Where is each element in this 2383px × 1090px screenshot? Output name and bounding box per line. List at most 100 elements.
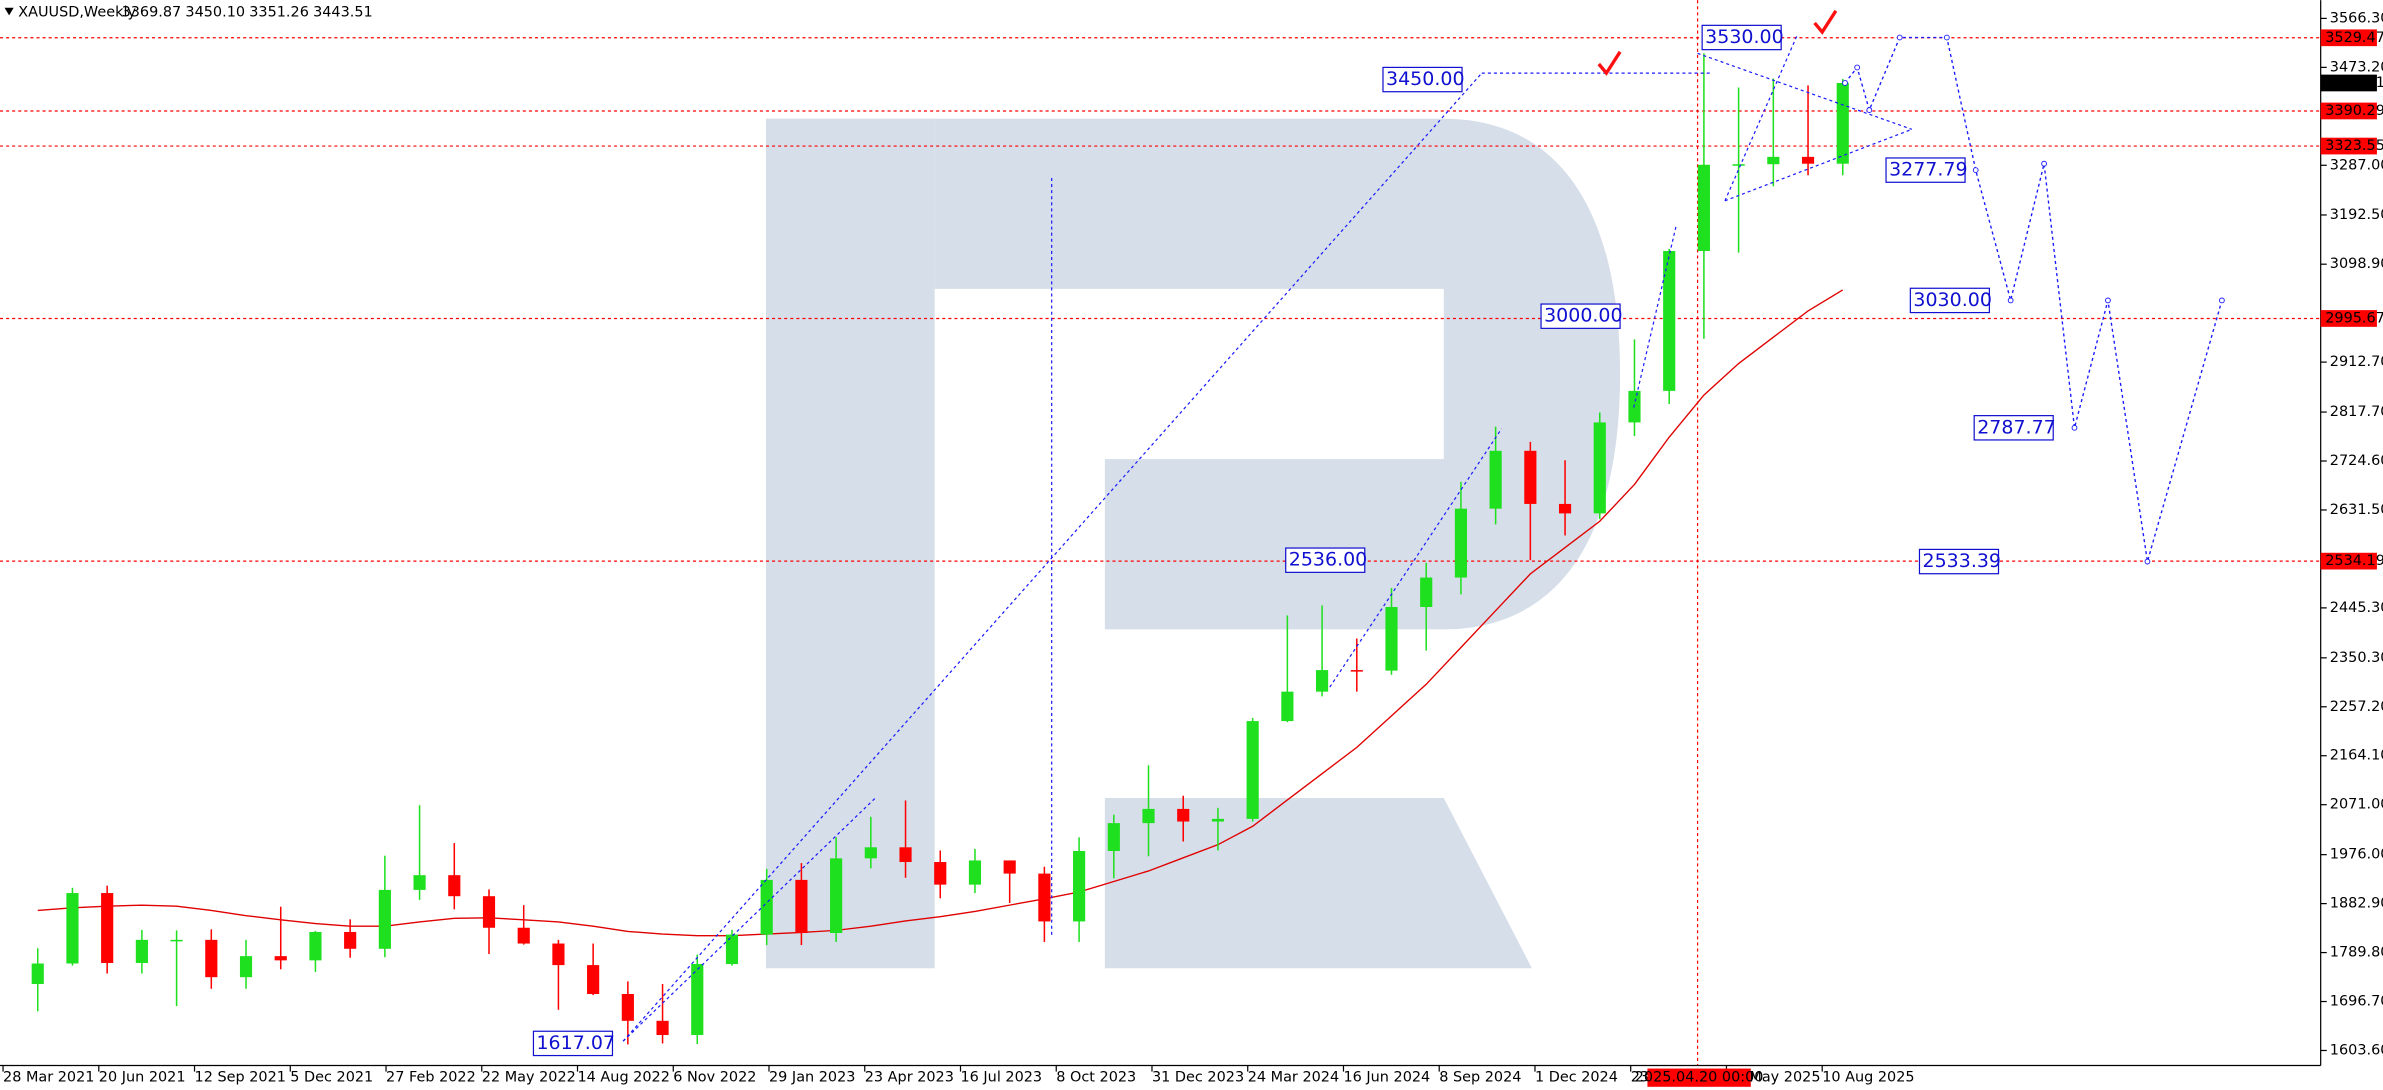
x-tick-label: 16 Jun 2024: [1343, 1070, 1430, 1086]
candle-body: [691, 964, 704, 1036]
header: XAUUSD,Weekly: [4, 4, 136, 20]
forecast-node: [1896, 34, 1903, 41]
triangle-top: [1697, 52, 1913, 130]
x-tick-label: 16 Jul 2023: [960, 1070, 1042, 1086]
moving-average: [37, 289, 1844, 937]
candle-body: [621, 994, 634, 1021]
checkmarks: [1597, 9, 1838, 76]
x-tick-label: 8 Oct 2023: [1056, 1070, 1136, 1086]
candle-body: [1038, 873, 1051, 922]
x-tick-label: 8 Sep 2024: [1439, 1070, 1521, 1086]
candle-body: [1489, 450, 1502, 509]
annotation-box: [1701, 24, 1782, 51]
guide-channel: [622, 796, 878, 1042]
level-tag: [2320, 29, 2377, 47]
annotation-label: 3000.00: [1544, 305, 1623, 327]
candle-body: [205, 939, 218, 978]
price-label: 3443.51: [2325, 75, 2383, 91]
y-tick-label: 2631.50: [2330, 502, 2383, 518]
symbol: XAUUSD,Weekly: [18, 4, 136, 20]
x-tick-label: 28 Mar 2021: [3, 1070, 94, 1086]
candle-body: [760, 879, 773, 935]
x-tick-label: 31 Dec 2023: [1152, 1070, 1244, 1086]
candle-body: [1003, 860, 1016, 874]
forecast-node: [1943, 34, 1950, 41]
candle-body: [587, 965, 600, 995]
annotation-label: 2536.00: [1289, 549, 1368, 571]
header-value: 3369.87: [122, 4, 182, 20]
triangle-leg: [1724, 33, 1799, 202]
y-tick-label: 3287.00: [2330, 157, 2383, 173]
checkmark: [1813, 9, 1838, 35]
y-tick-label: 1603.60: [2330, 1042, 2383, 1058]
annotation-label: 3277.79: [1889, 159, 1968, 181]
y-tick-label: 2445.30: [2330, 600, 2383, 616]
candle-body: [1211, 818, 1225, 822]
x-tick-label: 24 Mar 2024: [1248, 1070, 1339, 1086]
candle-body: [1177, 808, 1190, 822]
candle-body: [795, 879, 808, 934]
candle-body: [1697, 164, 1710, 251]
candle-body: [309, 931, 322, 961]
candle-body: [1385, 606, 1398, 671]
forecast-node: [1842, 80, 1848, 86]
forecast-node: [1866, 107, 1873, 113]
candle-body: [725, 934, 739, 965]
y-tick-label: 2350.30: [2330, 650, 2383, 666]
candle-body: [1801, 156, 1815, 164]
candle-body: [1142, 808, 1155, 824]
candle-body: [1593, 422, 1606, 514]
candle-body: [170, 939, 183, 942]
candle-body: [448, 875, 461, 897]
header-arrow: [4, 7, 14, 16]
price-tag: [2320, 74, 2377, 92]
y-tick-label: 3473.20: [2330, 59, 2383, 75]
checkmark: [1597, 50, 1622, 76]
y-tick-label: 3192.50: [2330, 207, 2383, 223]
candle-body: [1350, 670, 1363, 672]
header-value: 3450.10: [185, 4, 245, 20]
annotation-label: 1617.07: [536, 1032, 615, 1054]
candle-body: [101, 893, 114, 963]
level-label: 3529.47: [2325, 30, 2383, 46]
x-tick-label: 23 Apr 2023: [865, 1070, 954, 1086]
level-label: 2534.19: [2325, 553, 2383, 569]
annotation-box: [532, 1030, 614, 1057]
candle-body: [1073, 850, 1086, 922]
forecast-node: [2041, 160, 2047, 167]
y-tick-label: 1696.70: [2330, 994, 2383, 1010]
x-tick-label: 22 May 2022: [482, 1070, 576, 1086]
annotation-box: [1909, 287, 1990, 314]
x-tick-label: 5 Dec 2021: [290, 1070, 373, 1086]
candle-body: [413, 875, 426, 890]
y-tick-label: 2257.20: [2330, 699, 2383, 715]
y-tick-label: 2724.60: [2330, 453, 2383, 469]
level-tag: [2320, 102, 2377, 120]
cursor-label: 2025.04.20 00:00: [1635, 1070, 1764, 1086]
forecast-node: [2219, 297, 2225, 304]
annotation-label: 3450.00: [1386, 68, 1465, 90]
candle-body: [1315, 670, 1329, 692]
candle-body: [31, 963, 44, 985]
forecast-node: [2105, 297, 2111, 304]
candle-body: [1524, 450, 1537, 504]
cursor-tag: [1647, 1068, 1751, 1087]
forecast-node: [2144, 558, 2151, 565]
annotation-box: [1285, 547, 1366, 573]
annotation-label: 2533.39: [1923, 550, 2002, 572]
header-value: 3443.51: [313, 4, 373, 20]
x-tick-label: 6 Nov 2022: [673, 1070, 756, 1086]
triangle-bottom: [1724, 128, 1913, 202]
y-tick-label: 1976.00: [2330, 847, 2383, 863]
guide-channel: [1633, 224, 1677, 408]
forecast-line: [1844, 36, 2223, 562]
candle-body: [1558, 503, 1572, 514]
x-tick-label: 14 Aug 2022: [578, 1070, 670, 1086]
level-label: 3390.29: [2325, 103, 2383, 119]
candle-body: [517, 927, 530, 944]
candle-body: [656, 1020, 669, 1036]
candle-body: [344, 931, 357, 949]
annotation-label: 3030.00: [1913, 289, 1992, 311]
candle-body: [135, 939, 148, 963]
